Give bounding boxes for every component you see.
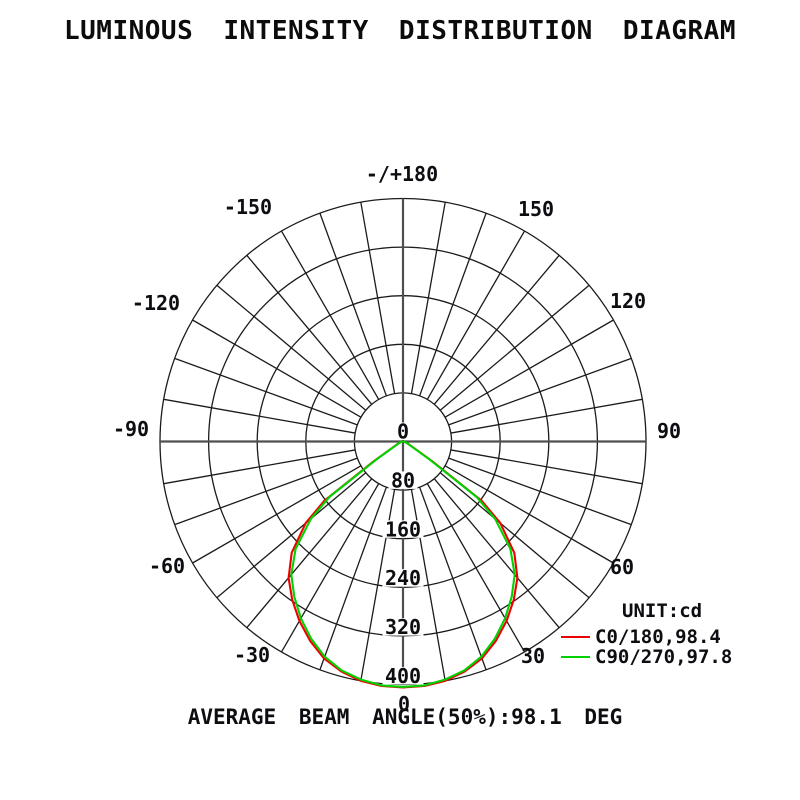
angle-tick-label-0: 0 [398, 692, 410, 716]
angle-tick-label--60: -60 [149, 554, 185, 578]
angle-tick-label--30: -30 [234, 643, 270, 667]
grid-spoke [174, 457, 358, 526]
angle-tick-label-180: -/+180 [366, 162, 438, 186]
radial-tick-label: 240 [385, 566, 421, 590]
radial-tick-label-bg [382, 520, 424, 538]
grid-spoke [360, 202, 396, 394]
grid-spoke [163, 449, 356, 485]
angle-tick-label--90: -90 [113, 417, 149, 441]
grid-spoke [419, 486, 487, 671]
angle-tick-label--150: -150 [224, 195, 272, 219]
grid-spoke [419, 212, 487, 397]
grid-spoke [163, 398, 356, 434]
grid-spoke [410, 202, 446, 394]
angle-tick-label-150: 150 [518, 197, 554, 221]
grid-spoke [439, 284, 590, 411]
grid-spoke [426, 230, 526, 400]
average-beam-angle-label: AVERAGE BEAM ANGLE(50%):98.1 DEG [187, 705, 623, 729]
grid-spoke [450, 398, 643, 434]
angle-tick-label-60: 60 [610, 555, 634, 579]
radial-tick-label: 160 [385, 517, 421, 541]
radial-tick-label-bg [382, 569, 424, 587]
angle-tick-label-120: 120 [610, 289, 646, 313]
grid-spoke [246, 254, 373, 405]
radial-tick-label: 400 [385, 664, 421, 688]
radial-tick-label: 0 [397, 420, 409, 444]
grid-spoke [319, 486, 387, 671]
curve-C90-270 [290, 440, 516, 688]
grid-spoke [192, 465, 362, 564]
grid-spoke [216, 284, 367, 411]
angle-tick-label-30: 30 [521, 644, 545, 668]
grid-spoke [280, 230, 380, 400]
radial-tick-label: 80 [391, 468, 415, 492]
grid-spoke [433, 478, 560, 629]
grid-spoke [448, 357, 632, 426]
radial-tick-label-bg [382, 667, 424, 685]
grid-spoke [450, 449, 643, 485]
radial-tick-label-bg [382, 618, 424, 636]
grid-spoke [280, 483, 380, 653]
radial-tick-label: 320 [385, 615, 421, 639]
grid-spoke [444, 465, 614, 564]
grid-spoke [216, 472, 367, 599]
grid-spoke [433, 254, 560, 405]
grid-spoke [246, 478, 373, 629]
angle-tick-label--120: -120 [132, 291, 180, 315]
grid-spoke [444, 319, 614, 418]
grid-spoke [192, 319, 362, 418]
angle-tick-label-90: 90 [657, 419, 681, 443]
radial-tick-label-bg [388, 471, 418, 489]
radial-tick-label-bg [394, 422, 412, 440]
diagram-title: LUMINOUS INTENSITY DISTRIBUTION DIAGRAM [64, 16, 736, 46]
grid-spoke [439, 472, 590, 599]
grid-spoke [174, 357, 358, 426]
grid-spoke [426, 483, 526, 653]
grid-spoke [448, 457, 632, 526]
grid-spoke [319, 212, 387, 397]
